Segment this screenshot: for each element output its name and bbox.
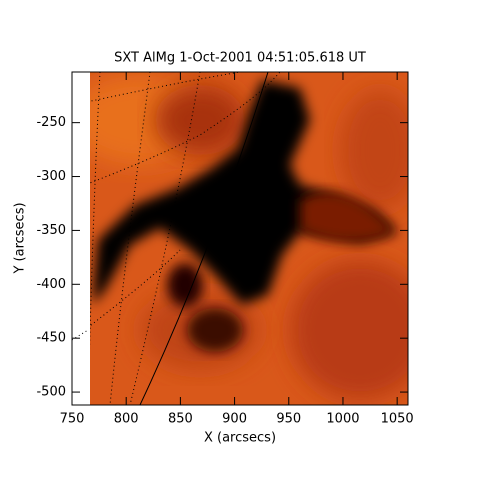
- chart-title: SXT AlMg 1-Oct-2001 04:51:05.618 UT: [114, 51, 366, 66]
- y-tick-label: -500: [36, 385, 66, 400]
- x-tick-label: 850: [168, 412, 193, 427]
- x-tick-label: 800: [114, 412, 139, 427]
- y-axis-label: Y (arcsecs): [13, 202, 28, 274]
- y-tick-label: -450: [36, 331, 66, 346]
- y-tick-label: -250: [36, 115, 66, 130]
- x-tick-label: 1050: [381, 412, 414, 427]
- x-tick-label: 900: [222, 412, 247, 427]
- y-tick-label: -400: [36, 277, 66, 292]
- x-tick-label: 750: [60, 412, 85, 427]
- y-tick-label: -350: [36, 223, 66, 238]
- solar-image: [90, 72, 408, 405]
- y-tick-label: -300: [36, 169, 66, 184]
- x-axis-label: X (arcsecs): [204, 431, 276, 446]
- x-tick-label: 950: [276, 412, 301, 427]
- plot-frame: [71, 71, 409, 406]
- x-tick-label: 1000: [326, 412, 359, 427]
